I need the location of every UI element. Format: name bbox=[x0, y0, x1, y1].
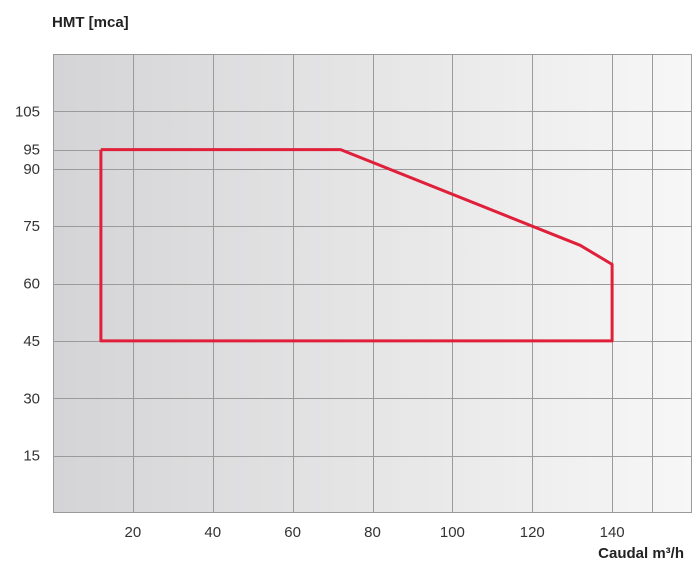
y-tick-label: 90 bbox=[23, 161, 40, 178]
x-tick-label: 20 bbox=[125, 524, 142, 541]
y-tick-label: 45 bbox=[23, 333, 40, 350]
x-tick-labels: 20 40 60 80 100 120 140 bbox=[125, 524, 625, 541]
x-tick-label: 80 bbox=[364, 524, 381, 541]
x-tick-label: 100 bbox=[440, 524, 465, 541]
x-tick-label: 120 bbox=[520, 524, 545, 541]
y-tick-label: 105 bbox=[15, 103, 40, 120]
vertical-gridlines bbox=[133, 54, 653, 513]
x-tick-label: 60 bbox=[284, 524, 301, 541]
y-tick-label: 60 bbox=[23, 276, 40, 293]
x-tick-label: 140 bbox=[600, 524, 625, 541]
y-tick-labels: 15 30 45 60 75 90 95 105 bbox=[15, 103, 40, 464]
x-axis-title: Caudal m³/h bbox=[598, 545, 684, 562]
y-tick-label: 95 bbox=[23, 142, 40, 159]
series-layer bbox=[99, 148, 614, 343]
plot-area bbox=[53, 54, 692, 513]
y-tick-label: 75 bbox=[23, 218, 40, 235]
y-tick-label: 30 bbox=[23, 390, 40, 407]
x-tick-label: 40 bbox=[204, 524, 221, 541]
y-axis-title: HMT [mca] bbox=[52, 14, 129, 31]
y-tick-label: 15 bbox=[23, 448, 40, 465]
